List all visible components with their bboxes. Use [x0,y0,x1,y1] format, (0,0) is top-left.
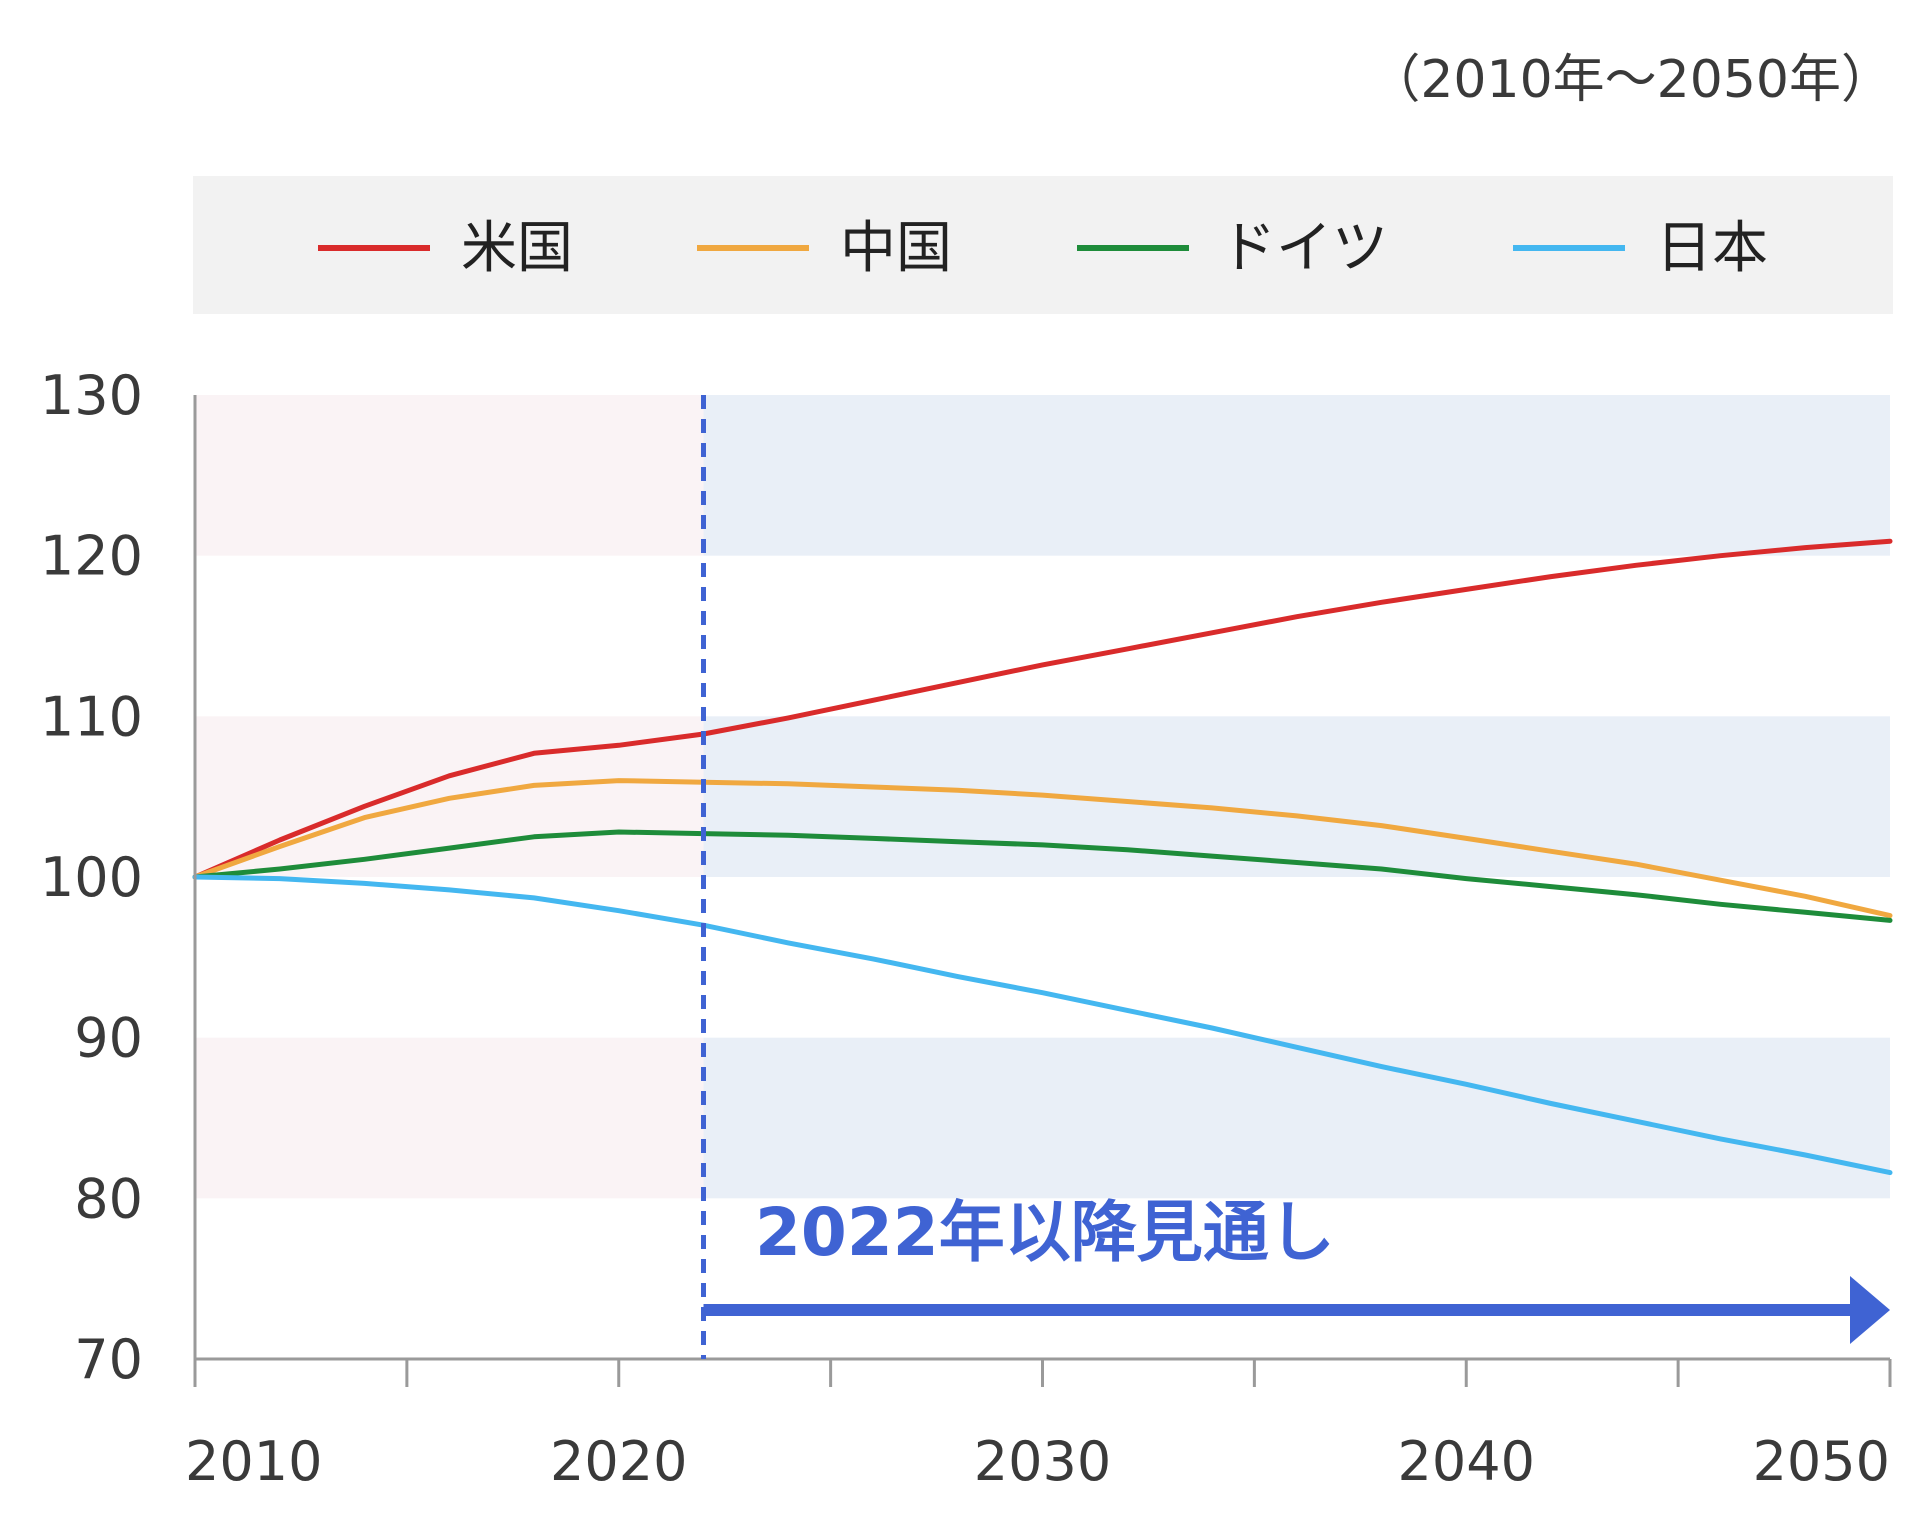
series-line-3 [192,874,1893,1176]
y-tick-label-1: 80 [74,1167,143,1230]
forecast-arrow-head [1850,1276,1890,1344]
forecast-annotation: 2022年以降見通し [701,395,1890,1359]
forecast-band-2 [703,1037,1890,1199]
legend-label-3: 日本 [1656,216,1768,281]
history-band-0 [195,395,704,556]
axes: 70 80 90 100 110 120 130 2010 2020 2030 2040 2050 [40,364,1892,1493]
legend-box [193,176,1893,314]
x-tick-label-4: 2050 [1753,1430,1890,1493]
x-tick-label-3: 2040 [1398,1430,1535,1493]
legend-label-2: ドイツ [1220,216,1388,281]
x-tick-label-2: 2030 [974,1430,1111,1493]
x-tick-label-0: 2010 [185,1430,322,1493]
background-bands [195,395,1890,1199]
legend-label-1: 中国 [840,216,952,281]
y-tick-label-6: 130 [40,364,143,427]
x-tick-label-1: 2020 [550,1430,687,1493]
y-tick-label-0: 70 [74,1328,143,1391]
series-line-1 [192,778,1893,919]
forecast-band-1 [703,716,1890,877]
legend-label-0: 米国 [461,216,573,281]
series-line-2 [192,829,1893,923]
series-lines [192,538,1893,1176]
y-tick-label-5: 120 [40,525,143,588]
legend: 米国 中国 ドイツ 日本 [318,216,1768,281]
period-note: （2010年～2050年） [1368,50,1893,110]
history-band-2 [195,1037,704,1199]
y-tick-label-3: 100 [40,846,143,909]
series-line-0 [192,538,1893,880]
y-tick-label-4: 110 [40,685,143,748]
forecast-label: 2022年以降見通し [755,1194,1335,1271]
forecast-band-0 [703,395,1890,556]
y-tick-label-2: 90 [74,1007,143,1070]
